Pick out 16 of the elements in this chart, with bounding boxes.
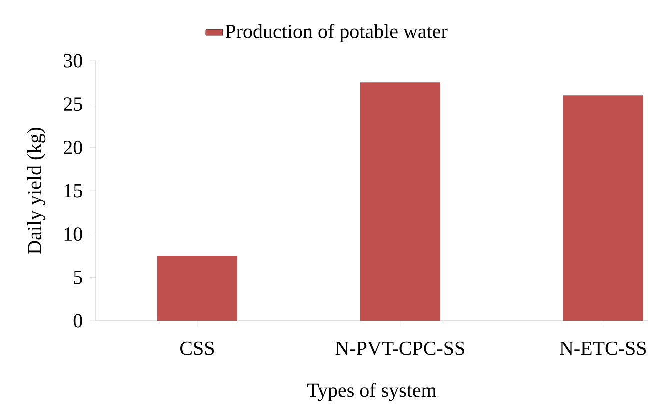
y-tick-label: 20 [64, 140, 82, 154]
y-tick-label: 10 [64, 228, 82, 242]
y-tick-label: 15 [64, 184, 82, 198]
y-tick-label: 5 [74, 271, 82, 284]
y-tick-label: 0 [74, 314, 82, 328]
x-tick-label: N-ETC-SS [560, 342, 646, 356]
bar [563, 96, 644, 321]
y-axis-title: Daily yield (kg) [27, 128, 46, 254]
x-axis-title: Types of system [308, 382, 437, 402]
x-tick-label: N-PVT-CPC-SS [336, 342, 464, 356]
y-tick-label: 25 [64, 98, 82, 112]
y-tick-label: 30 [64, 54, 82, 68]
legend-label: Production of potable water [226, 24, 448, 42]
bar [157, 256, 238, 321]
bar [360, 82, 440, 321]
x-tick-label: CSS [180, 342, 214, 356]
